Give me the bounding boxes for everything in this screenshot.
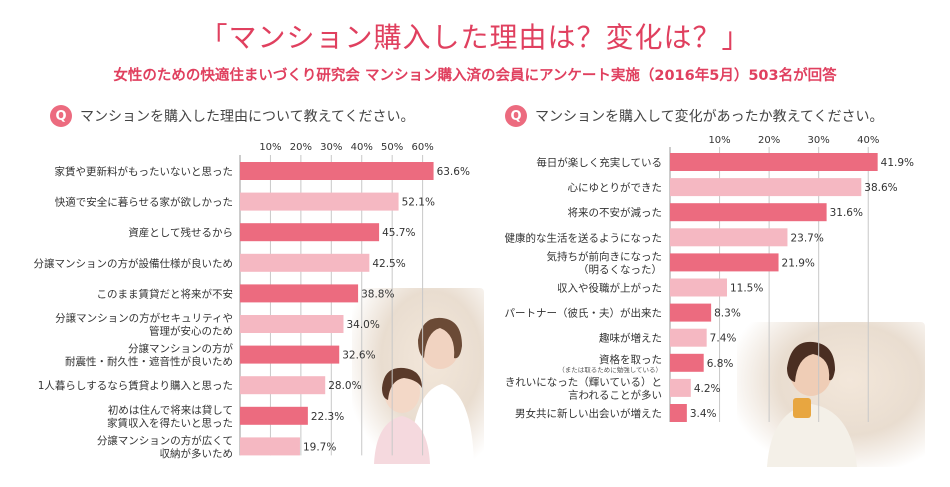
x-tick-label: 40%	[351, 142, 373, 153]
x-tick-label: 50%	[381, 142, 403, 153]
data-label: 22.3%	[311, 411, 344, 423]
question-changes: Q マンションを購入して変化があったか教えてください。	[505, 104, 883, 128]
category-label: 健康的な生活を送るようになった	[505, 231, 663, 244]
x-tick-label: 20%	[758, 135, 780, 146]
category-label: （明るくなった）	[578, 264, 662, 276]
category-label: 快適で安全に暮らせる家が欲しかった	[55, 196, 233, 209]
x-tick-label: 20%	[290, 142, 312, 153]
bar	[670, 253, 779, 272]
bar	[240, 437, 300, 456]
category-label: 毎日が楽しく充実している	[536, 156, 662, 169]
category-label: 気持ちが前向きになった	[547, 250, 663, 263]
x-tick-label: 60%	[411, 142, 433, 153]
category-label: 分譲マンションの方が	[128, 342, 233, 355]
bar	[670, 353, 704, 372]
q-badge-icon: Q	[505, 105, 527, 127]
category-label: 分譲マンションの方がセキュリティや	[55, 312, 233, 325]
category-label: 耐震性・耐久性・遮音性が良いため	[65, 355, 233, 368]
reasons-bar-chart: 10% 20% 30% 40% 50% 60% 63.6% 家賃や更新料がもったいないと思った…	[34, 142, 470, 460]
bar	[240, 284, 359, 303]
category-label: 趣味が増えた	[599, 332, 662, 345]
data-label: 31.6%	[830, 207, 863, 219]
data-label: 21.9%	[782, 257, 815, 269]
x-tick-label: 10%	[708, 135, 730, 146]
bar	[670, 328, 707, 347]
data-label: 23.7%	[790, 232, 823, 244]
data-label: 6.8%	[707, 358, 734, 370]
page-title: 「マンション購入した理由は？変化は？」	[199, 21, 751, 54]
bar	[240, 376, 326, 395]
data-label: 52.1%	[402, 197, 435, 209]
data-label: 11.5%	[730, 283, 763, 295]
bar	[670, 404, 687, 422]
bar	[670, 378, 691, 397]
category-label: 収納が多いため	[160, 447, 234, 460]
data-label: 3.4%	[690, 408, 717, 420]
bar	[240, 223, 380, 242]
data-label: 41.9%	[881, 157, 914, 169]
woman-with-cup-photo	[737, 322, 925, 467]
data-label: 8.3%	[714, 308, 741, 320]
category-note: （または取るために勉強している）	[558, 365, 662, 374]
category-label: きれいになった（輝いている）と	[505, 376, 662, 388]
data-label: 38.6%	[864, 182, 897, 194]
category-label: 収入や役職が上がった	[557, 282, 662, 295]
q-badge-icon: Q	[50, 105, 72, 127]
category-label: パートナー（彼氏・夫）が出来た	[505, 307, 663, 320]
bar	[240, 345, 340, 364]
bar	[670, 278, 727, 297]
changes-bar-chart: 10% 20% 30% 40%41.9% 毎日が楽しく充実している 38.6% 心にゆとりが…	[505, 135, 914, 422]
bar	[240, 162, 434, 180]
data-label: 4.2%	[694, 383, 721, 395]
data-label: 45.7%	[382, 227, 415, 239]
data-label: 63.6%	[437, 166, 470, 178]
category-label: 家賃収入を得たいと思った	[107, 416, 233, 429]
data-label: 34.0%	[346, 319, 379, 331]
category-label: 家賃や更新料がもったいないと思った	[55, 165, 234, 178]
x-tick-label: 30%	[808, 135, 830, 146]
bar	[670, 178, 862, 197]
bar	[240, 315, 344, 333]
data-label: 42.5%	[372, 258, 405, 270]
category-label: 資産として残せるから	[128, 226, 233, 239]
category-label: 言われることが多い	[568, 388, 662, 401]
bar	[240, 406, 308, 425]
question-changes-text: マンションを購入して変化があったか教えてください。	[535, 109, 884, 125]
category-label: 初めは住んで将来は貸して	[108, 403, 233, 416]
bar	[670, 203, 827, 222]
bar	[240, 192, 399, 211]
category-label: このまま賃貸だと将来が不安	[97, 287, 234, 300]
category-label: 心にゆとりができた	[568, 181, 663, 194]
x-tick-label: 40%	[857, 135, 879, 146]
x-tick-label: 30%	[320, 142, 342, 153]
bar	[670, 153, 878, 171]
question-reasons-text: マンションを購入した理由について教えてください。	[80, 109, 415, 125]
category-label: 分譲マンションの方が広くて	[97, 434, 233, 447]
page-subtitle: 女性のための快適住まいづくり研究会 マンション購入済の会員にアンケート実施（20…	[113, 68, 837, 84]
data-label: 7.4%	[710, 333, 737, 345]
bar	[670, 303, 712, 322]
data-label: 19.7%	[303, 441, 336, 453]
data-label: 38.8%	[361, 288, 394, 300]
category-label: 管理が安心のため	[149, 325, 233, 338]
bar	[670, 228, 788, 247]
category-label: 1人暮らしするなら賃貸より購入と思った	[38, 379, 233, 392]
category-label: 将来の不安が減った	[568, 206, 663, 219]
x-tick-label: 10%	[259, 142, 281, 153]
category-label: 男女共に新しい出会いが増えた	[515, 407, 662, 420]
data-label: 32.6%	[342, 350, 375, 362]
women-photo	[352, 288, 484, 464]
category-label: 資格を取った	[599, 353, 662, 366]
category-label: 分譲マンションの方が設備仕様が良いため	[34, 257, 234, 270]
question-reasons: Q マンションを購入した理由について教えてください。	[50, 104, 414, 128]
bar	[240, 253, 370, 272]
data-label: 28.0%	[328, 380, 361, 392]
